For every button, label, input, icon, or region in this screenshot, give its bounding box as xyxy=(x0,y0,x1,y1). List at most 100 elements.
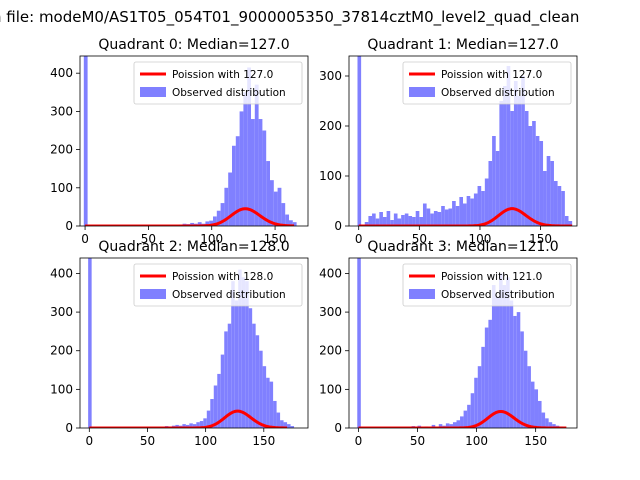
x-tick-label: 100 xyxy=(194,434,217,448)
histogram-bar xyxy=(276,412,281,428)
histogram-bar xyxy=(290,426,295,428)
histogram-bar xyxy=(539,141,544,226)
histogram-bar xyxy=(259,350,263,428)
histogram-bar xyxy=(209,220,213,226)
subplot-title: Quadrant 3: Median=121.0 xyxy=(367,239,558,255)
histogram-bar xyxy=(224,331,228,428)
histogram-bar xyxy=(481,346,485,428)
y-tick-label: 400 xyxy=(50,66,73,80)
histogram-bar xyxy=(521,76,525,226)
histogram-bar xyxy=(437,212,442,226)
histogram-bar xyxy=(477,186,482,226)
histogram-bar xyxy=(484,327,489,428)
histogram-bar xyxy=(463,203,467,226)
histogram-bar xyxy=(488,319,492,428)
histogram-bar xyxy=(513,315,517,428)
histogram-bar xyxy=(185,424,190,428)
histogram-bar xyxy=(382,217,387,226)
histogram-bar xyxy=(564,216,569,226)
legend: Poission with 128.0 Observed distribution xyxy=(133,263,303,307)
histogram-bar xyxy=(477,366,482,428)
y-tick-label: 300 xyxy=(319,305,342,319)
histogram-bar xyxy=(455,206,460,226)
y-tick-label: 400 xyxy=(319,266,342,280)
histogram-bar xyxy=(463,410,468,428)
histogram-bar xyxy=(459,197,463,226)
axes-frame xyxy=(79,55,309,227)
subplot-title: Quadrant 2: Median=128.0 xyxy=(98,239,289,255)
histogram-bar xyxy=(255,335,260,428)
histogram-bar xyxy=(390,220,394,226)
histogram-bar xyxy=(441,206,445,226)
histogram-bar xyxy=(357,258,361,428)
histogram-bar xyxy=(192,424,197,428)
histogram-bar xyxy=(273,400,277,428)
histogram-bar xyxy=(419,217,423,226)
histogram-bar xyxy=(213,385,218,428)
histogram-bar xyxy=(220,203,225,226)
histogram-bar xyxy=(228,172,232,226)
legend-patch-swatch xyxy=(140,87,166,97)
histogram-bar xyxy=(375,218,380,226)
histogram-bar xyxy=(224,187,229,226)
histogram-bar xyxy=(491,285,496,428)
x-tick-label: 150 xyxy=(529,232,552,246)
histogram-bar xyxy=(445,423,450,428)
y-tick-label: 400 xyxy=(50,266,73,280)
histogram-bar xyxy=(285,214,289,226)
y-tick-label: 200 xyxy=(50,143,73,157)
x-tick-label: 100 xyxy=(465,434,488,448)
histogram-bar xyxy=(283,422,288,428)
histogram-bar xyxy=(502,285,507,428)
histogram-bar xyxy=(528,126,533,226)
histogram-bar xyxy=(510,111,514,226)
histogram-bar xyxy=(277,187,282,226)
poisson-fit-line xyxy=(84,207,295,226)
histogram-bar xyxy=(492,136,496,226)
histogram-bar xyxy=(534,389,539,428)
histogram-bar xyxy=(227,323,232,428)
histogram-bar xyxy=(426,208,431,226)
histogram-bar xyxy=(281,203,286,226)
x-tick-label: 150 xyxy=(524,434,547,448)
histogram-bar xyxy=(243,92,248,226)
y-tick-label: 200 xyxy=(319,344,342,358)
legend-box xyxy=(402,263,572,307)
histogram-bar xyxy=(499,273,503,428)
histogram-bar xyxy=(527,366,531,428)
axes-frame xyxy=(348,257,578,429)
x-tick-label: 0 xyxy=(81,232,89,246)
histogram-bar xyxy=(452,422,457,428)
histogram-bar xyxy=(247,67,251,226)
y-tick-label: 100 xyxy=(50,181,73,195)
histogram-bar xyxy=(452,201,456,226)
histogram-bar xyxy=(532,121,536,226)
histogram-bar xyxy=(252,323,256,428)
histogram-bar xyxy=(189,423,193,428)
histogram-bar xyxy=(280,420,284,428)
histogram-bar xyxy=(422,203,427,226)
histogram-bar xyxy=(190,222,194,226)
y-tick-label: 100 xyxy=(319,382,342,396)
histogram-bar xyxy=(372,213,376,226)
histogram-bar xyxy=(241,277,246,428)
subplot-quadrant-0: Quadrant 0: Median=127.0 0 50 100 150 0 100 200… xyxy=(50,37,309,246)
figure-suptitle: n file: modeM0/AS1T05_054T01_9000005350_… xyxy=(0,8,579,27)
histogram-bar xyxy=(545,418,549,428)
x-tick-label: 100 xyxy=(200,232,223,246)
histogram-bar xyxy=(488,161,493,226)
histogram-bar xyxy=(232,145,236,226)
legend: Poission with 121.0 Observed distribution xyxy=(402,263,572,307)
histogram-bar xyxy=(266,377,270,428)
histogram-bar xyxy=(393,213,398,226)
histogram-bar xyxy=(431,424,436,428)
histogram-bar xyxy=(473,193,478,226)
histogram-bar xyxy=(412,217,416,226)
legend-patch-swatch xyxy=(140,289,166,299)
legend-box xyxy=(402,61,572,105)
histogram-bar xyxy=(466,196,471,226)
histogram-bar xyxy=(495,296,500,428)
plot-area xyxy=(88,258,295,428)
legend-label-fit: Poission with 128.0 xyxy=(172,271,273,283)
subplot-quadrant-1: Quadrant 1: Median=127.0 0 50 100 150 0 100 200… xyxy=(319,37,578,246)
